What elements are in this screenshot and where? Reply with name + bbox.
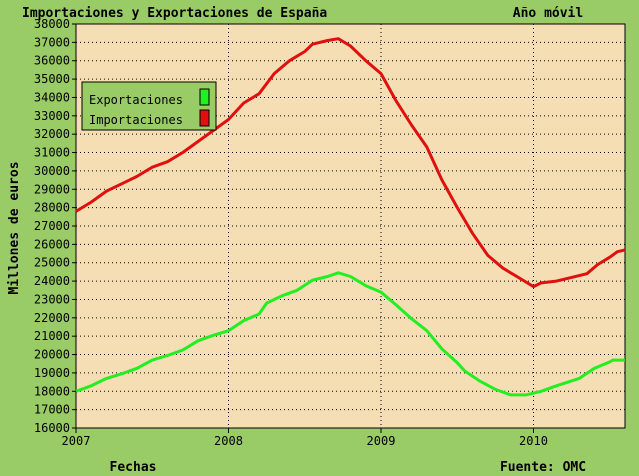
chart-subtitle: Año móvil <box>513 6 583 21</box>
x-tick-label: 2008 <box>214 434 243 448</box>
x-tick-label: 2009 <box>367 434 396 448</box>
series-line-importaciones <box>75 37 626 289</box>
y-tick-label: 19000 <box>34 366 70 380</box>
y-tick-label: 27000 <box>34 219 70 233</box>
legend: Exportaciones Importaciones <box>81 81 217 131</box>
y-tick-label: 31000 <box>34 146 70 160</box>
y-tick-label: 35000 <box>34 72 70 86</box>
y-axis: 16000 17000 18000 19000 20000 21000 22000 23000… <box>34 17 76 435</box>
y-tick-label: 23000 <box>34 292 70 306</box>
legend-swatch-importaciones <box>199 109 210 127</box>
x-axis-label: Fechas <box>110 460 157 475</box>
y-tick-label: 34000 <box>34 90 70 104</box>
y-tick-label: 22000 <box>34 311 70 325</box>
y-tick-label: 21000 <box>34 329 70 343</box>
y-tick-label: 36000 <box>34 54 70 68</box>
legend-box <box>81 81 217 131</box>
y-tick-label: 26000 <box>34 237 70 251</box>
y-tick-label: 20000 <box>34 348 70 362</box>
source-note: Fuente: OMC <box>500 460 586 475</box>
x-tick-label: 2007 <box>62 434 91 448</box>
series-line-exportaciones <box>75 271 625 397</box>
y-tick-label: 29000 <box>34 182 70 196</box>
legend-swatch-exportaciones <box>199 88 210 106</box>
y-tick-label: 17000 <box>34 403 70 417</box>
grid-lines <box>76 24 625 428</box>
y-tick-label: 16000 <box>34 421 70 435</box>
y-tick-label: 28000 <box>34 201 70 215</box>
y-tick-label: 37000 <box>34 35 70 49</box>
legend-label-importaciones: Importaciones <box>89 113 183 127</box>
y-tick-label: 38000 <box>34 17 70 31</box>
chart-title: Importaciones y Exportaciones de España <box>22 6 327 21</box>
y-tick-label: 18000 <box>34 384 70 398</box>
legend-label-exportaciones: Exportaciones <box>89 93 183 107</box>
y-tick-label: 25000 <box>34 256 70 270</box>
y-tick-label: 24000 <box>34 274 70 288</box>
y-axis-label: Millones de euros <box>7 161 22 294</box>
series-lines <box>75 37 626 397</box>
x-axis: 2007 2008 2009 2010 <box>62 428 548 448</box>
y-tick-label: 33000 <box>34 109 70 123</box>
x-tick-label: 2010 <box>519 434 548 448</box>
y-tick-label: 30000 <box>34 164 70 178</box>
y-tick-label: 32000 <box>34 127 70 141</box>
